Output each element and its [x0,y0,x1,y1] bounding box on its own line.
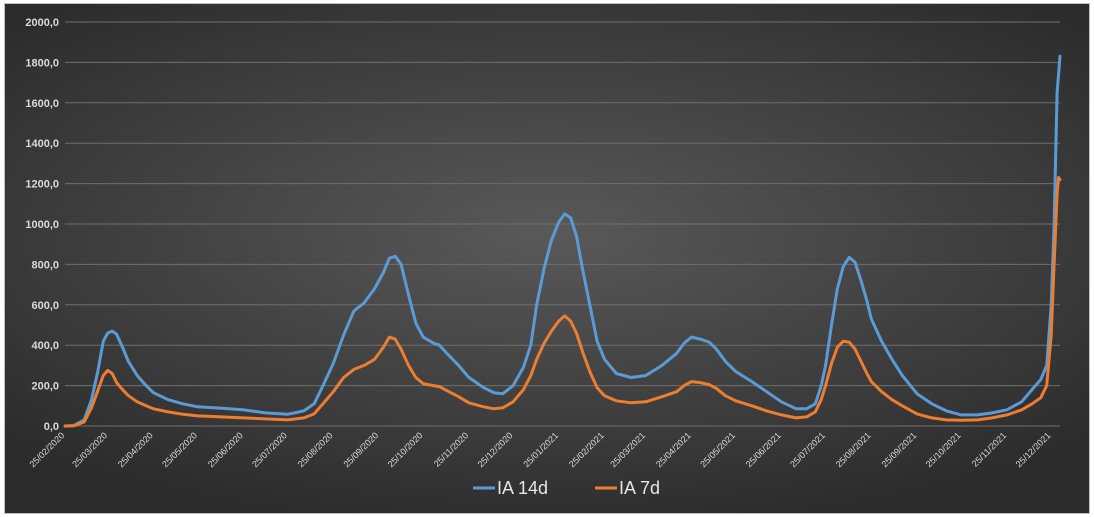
x-tick-label: 25/07/2021 [788,430,827,469]
x-tick-label: 25/09/2021 [880,430,919,469]
x-tick-label: 25/08/2021 [834,430,873,469]
y-tick-label: 1800,0 [25,57,59,69]
y-tick-label: 800,0 [31,259,59,271]
y-tick-label: 2000,0 [25,17,59,29]
y-tick-label: 400,0 [31,340,59,352]
x-tick-label: 25/04/2021 [654,430,693,469]
chart-area: 0,0 200,0 400,0 600,0 800,0 1000,0 1200,0 1400,… [4,3,1090,514]
x-tick-label: 25/02/2020 [27,430,66,469]
x-tick-label: 25/12/2020 [476,430,515,469]
x-tick-label: 25/07/2020 [250,430,289,469]
line-chart: 0,0 200,0 400,0 600,0 800,0 1000,0 1200,0 1400,… [25,17,1062,498]
y-tick-label: 0,0 [44,421,59,433]
series-line-ia-7d [63,176,1062,428]
gridlines [65,21,1060,427]
x-tick-label: 25/12/2021 [1014,430,1053,469]
y-axis-ticks: 0,0 200,0 400,0 600,0 800,0 1000,0 1200,0 1400,… [25,17,59,433]
legend: IA 14d IA 7d [473,478,660,498]
x-tick-label: 25/04/2020 [116,430,155,469]
x-tick-label: 25/11/2020 [432,430,470,468]
y-tick-label: 1400,0 [25,138,59,150]
legend-label: IA 7d [619,478,660,498]
x-tick-label: 25/01/2021 [521,430,560,469]
x-tick-label: 25/02/2021 [567,430,606,469]
legend-label: IA 14d [497,478,548,498]
y-tick-label: 1000,0 [25,219,59,231]
series-line-ia-14d [63,54,1062,428]
y-tick-label: 1200,0 [25,179,59,191]
x-tick-label: 25/06/2021 [744,430,783,469]
x-tick-label: 25/09/2020 [341,430,380,469]
x-tick-label: 25/03/2020 [70,430,109,469]
y-tick-label: 1600,0 [25,98,59,110]
series-lines [63,54,1062,428]
x-tick-label: 25/05/2021 [698,430,737,469]
x-tick-label: 25/06/2020 [206,430,245,469]
x-tick-label: 25/11/2021 [970,430,1008,468]
y-tick-label: 600,0 [31,300,59,312]
x-tick-label: 25/10/2020 [386,430,425,469]
x-tick-label: 25/10/2021 [924,430,963,469]
y-tick-label: 200,0 [31,381,59,393]
x-tick-label: 25/08/2020 [296,430,335,469]
x-tick-label: 25/05/2020 [160,430,199,469]
x-tick-label: 25/03/2021 [608,430,647,469]
x-axis-ticks: 25/02/2020 25/03/2020 25/04/2020 25/05/2020… [27,430,1052,469]
